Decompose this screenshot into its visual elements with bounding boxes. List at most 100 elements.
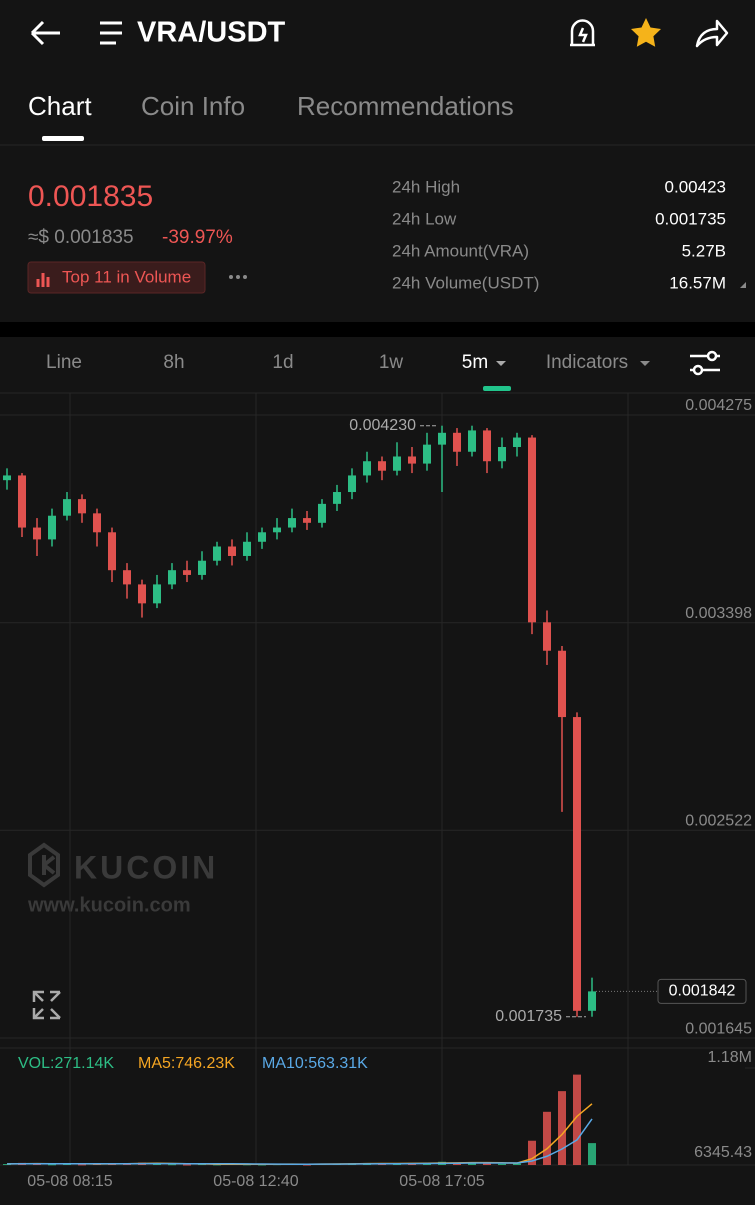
dropdown-arrow <box>640 361 650 366</box>
share-button[interactable] <box>695 19 729 48</box>
volume-bar <box>168 1164 176 1166</box>
volume-bar <box>528 1140 536 1165</box>
stat-value: 0.001735 <box>655 209 726 228</box>
tab-indicator <box>42 136 84 141</box>
timeframe-tab[interactable]: 1w <box>379 352 404 373</box>
candle-body <box>573 717 581 1011</box>
stat-label: 24h Low <box>392 209 457 228</box>
volume-bar <box>558 1091 566 1165</box>
y-tick-label: 0.004275 <box>685 397 752 414</box>
y-tick-label: 0.003398 <box>685 605 752 622</box>
candle-body <box>288 518 296 528</box>
candle-body <box>18 475 26 528</box>
candle-body <box>408 456 416 464</box>
tab[interactable]: Coin Info <box>141 91 245 121</box>
candle-body <box>138 584 146 604</box>
candle-body <box>318 503 326 523</box>
candle-body <box>483 430 491 462</box>
x-tick-label: 05-08 17:05 <box>399 1173 485 1190</box>
menu-button[interactable] <box>100 21 122 45</box>
candle-body <box>63 499 71 516</box>
dropdown-arrow <box>496 361 506 366</box>
volume-bar <box>573 1074 581 1165</box>
candle-body <box>78 499 86 514</box>
stats: 24h High 0.00423 24h Low 0.001735 24h Amount… <box>392 177 726 292</box>
watermark-logo <box>28 842 60 888</box>
settings-button[interactable] <box>690 350 720 376</box>
volume-bar <box>3 1164 11 1166</box>
x-tick-label: 05-08 08:15 <box>27 1173 113 1190</box>
volume-bar <box>453 1163 461 1165</box>
alert-button[interactable] <box>570 19 595 47</box>
candle-body <box>513 437 521 448</box>
stat-value: 16.57M <box>669 273 726 292</box>
timeframe-indicator <box>483 386 511 391</box>
stat-value: 5.27B <box>682 241 726 260</box>
candle-body <box>3 475 11 481</box>
watermark-brand: KUCOIN <box>74 849 218 885</box>
stat-label: 24h Amount(VRA) <box>392 241 529 260</box>
volume-tick-label: 1.18M <box>708 1049 752 1066</box>
timeframe-tab[interactable]: 5m <box>462 352 488 373</box>
candle-body <box>423 444 431 464</box>
candle-body <box>378 461 386 471</box>
stat-label: 24h High <box>392 177 460 196</box>
candle-body <box>33 527 41 540</box>
y-tick-label: 0.002522 <box>685 813 752 830</box>
last-price-tag <box>657 978 747 1004</box>
candle-body <box>108 532 116 571</box>
candle-body <box>333 492 341 504</box>
pair-title: VRA/USDT <box>137 17 286 49</box>
x-tick-label: 05-08 12:40 <box>213 1173 299 1190</box>
badge-icon <box>36 273 50 287</box>
timeframe-tab[interactable]: 1d <box>272 352 293 373</box>
volume-bar <box>588 1143 596 1165</box>
last-price-label: 0.001842 <box>669 983 736 1000</box>
volume-legend: MA5:746.23K <box>138 1055 235 1072</box>
badge-text: Top 11 in Volume <box>62 267 191 286</box>
timeframe-tab[interactable]: Indicators <box>546 352 628 373</box>
candle-body <box>543 622 551 651</box>
volume-bar <box>78 1164 86 1166</box>
candle-body <box>153 584 161 604</box>
separator <box>0 322 755 337</box>
volume-bar <box>543 1111 551 1165</box>
candle-body <box>558 650 566 718</box>
candle-body <box>498 447 506 462</box>
volume-ma10-line <box>6 1118 593 1165</box>
back-button[interactable] <box>30 20 60 46</box>
volume-bar <box>513 1163 521 1165</box>
favorite-button[interactable] <box>631 18 661 47</box>
y-tick-label: 0.001645 <box>685 1020 752 1037</box>
candle-body <box>348 475 356 493</box>
volume-legend: MA10:563.31K <box>262 1055 368 1072</box>
candle-body <box>48 515 56 540</box>
candle-body <box>588 991 596 1011</box>
max-marker-label: 0.004230 <box>349 417 416 434</box>
candle-body <box>468 430 476 452</box>
candle-body <box>528 437 536 623</box>
corner-mark <box>740 282 746 288</box>
tab[interactable]: Recommendations <box>297 91 514 121</box>
tab[interactable]: Chart <box>28 91 92 121</box>
volume-badge[interactable] <box>27 261 206 294</box>
candle-body <box>93 513 101 533</box>
volume-bar <box>183 1164 191 1166</box>
stat-label: 24h Volume(USDT) <box>392 273 539 292</box>
candle-body <box>123 570 131 585</box>
min-marker-label: 0.001735 <box>495 1008 562 1025</box>
timeframe-tab[interactable]: Line <box>46 352 82 373</box>
timeframe-tab[interactable]: 8h <box>163 352 184 373</box>
volume-bar <box>498 1163 506 1165</box>
candle-body <box>198 560 206 575</box>
candle-body <box>303 518 311 523</box>
timeframe-bar: Line 8h 1d 1w 5m Indicators <box>46 352 628 373</box>
more-button[interactable] <box>229 275 247 279</box>
volume-tick-label: 6345.43 <box>694 1144 752 1161</box>
fullscreen-button[interactable] <box>32 990 61 1020</box>
candle-body <box>363 461 371 476</box>
price-change: -39.97% <box>162 227 233 248</box>
